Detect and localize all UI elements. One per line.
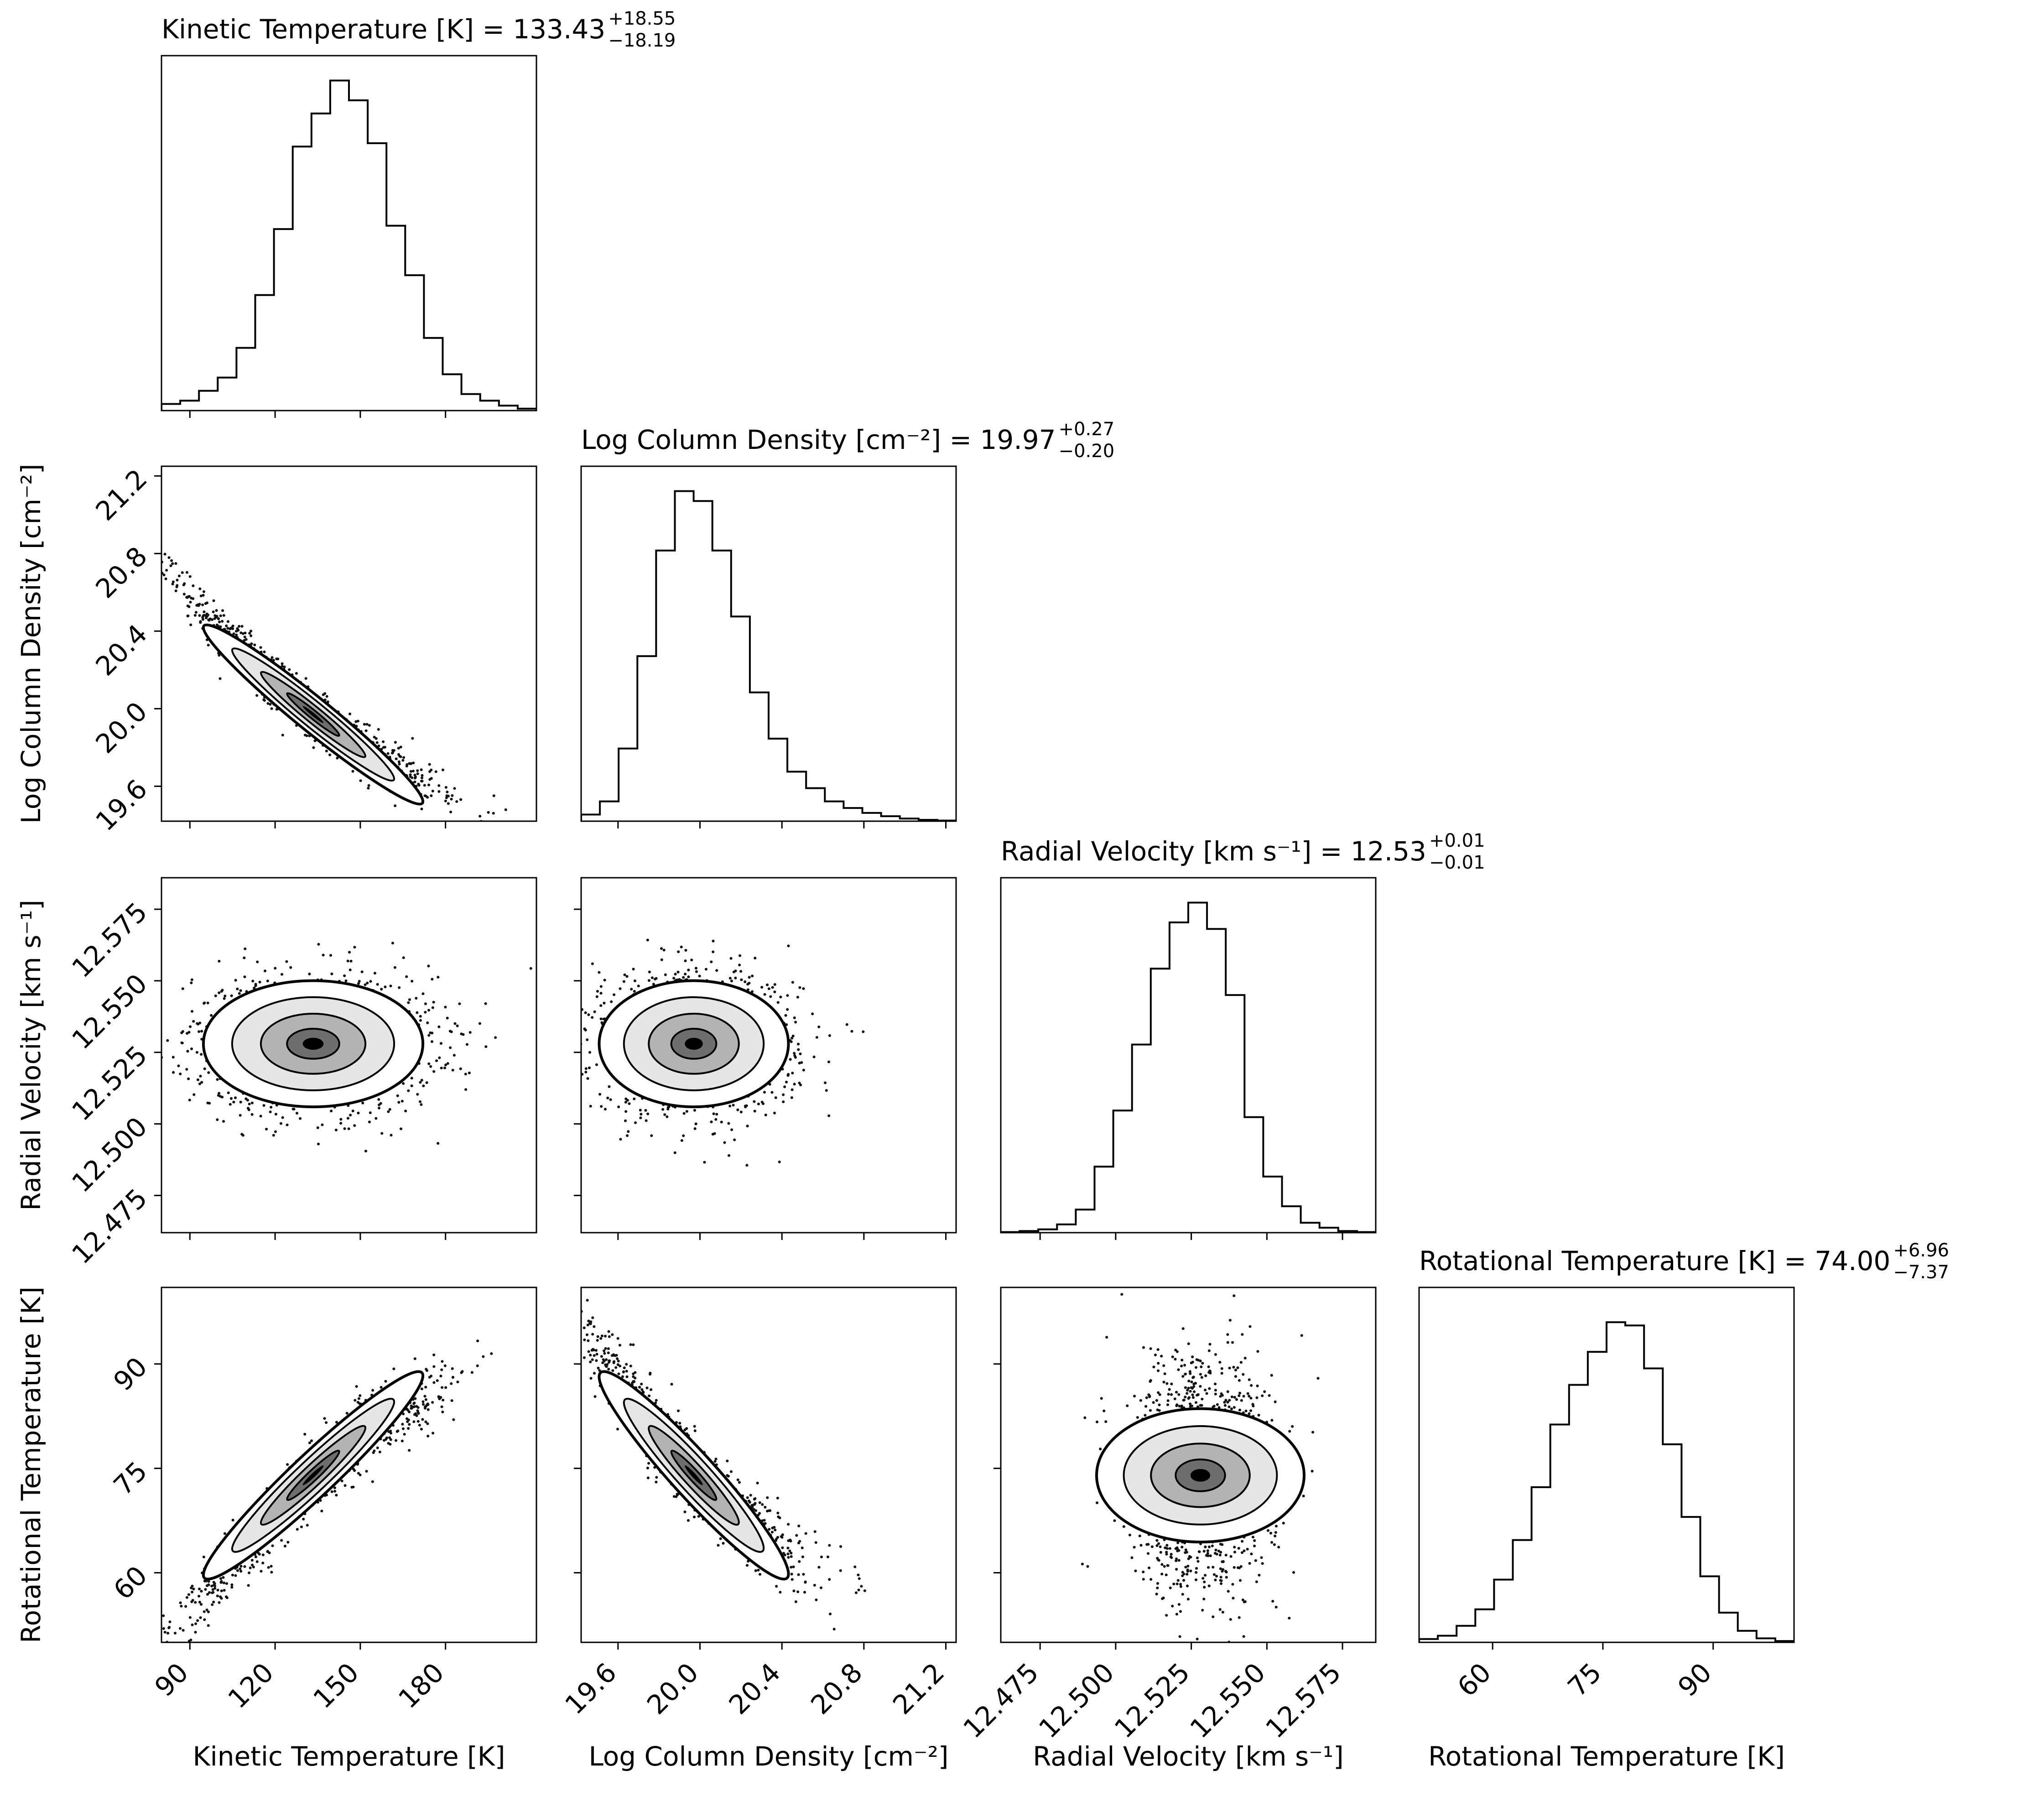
panel-content-0-0 (161, 79, 536, 411)
title-median: 133.43 (513, 14, 605, 45)
panel-content-1-0 (161, 548, 507, 821)
panel-content-2-2 (1001, 901, 1376, 1233)
panel-content-3-3 (1419, 1321, 1794, 1642)
title-minus: −0.01 (1429, 852, 1485, 873)
title-label: Log Column Density [cm⁻²] = (581, 424, 980, 455)
title-median: 74.00 (1815, 1245, 1890, 1276)
panel-frame (161, 1287, 537, 1643)
density-peak (685, 1037, 703, 1050)
title-minus: −0.20 (1059, 441, 1115, 462)
title-label: Radial Velocity [km s⁻¹] = (1001, 836, 1351, 867)
title-minus: −7.37 (1893, 1262, 1949, 1283)
histogram-1 (581, 490, 956, 821)
panel-0-0: Kinetic Temperature [K] = 133.43 +18.55−1… (161, 8, 676, 418)
panel-content-2-0 (161, 942, 532, 1153)
title-plus: +0.27 (1059, 419, 1115, 440)
x-axis-label-3: Rotational Temperature [K] (1428, 1741, 1785, 1772)
panel-title-2: Radial Velocity [km s⁻¹] = 12.53 (1001, 836, 1426, 867)
title-label: Rotational Temperature [K] = (1419, 1245, 1815, 1276)
density-peak (302, 1037, 324, 1050)
title-plus: +18.55 (608, 8, 676, 29)
panel-content-3-0 (161, 1339, 493, 1642)
y-axis-label-2: Radial Velocity [km s⁻¹] (16, 900, 47, 1210)
panel-title-3: Rotational Temperature [K] = 74.00 (1419, 1245, 1890, 1276)
panel-frame (1000, 1287, 1377, 1643)
panel-frame (580, 465, 957, 822)
panel-frame (1418, 1287, 1795, 1643)
histogram-2 (1001, 901, 1376, 1233)
density-peak (302, 1465, 324, 1485)
x-axis-label-1: Log Column Density [cm⁻²] (588, 1741, 948, 1772)
title-label: Kinetic Temperature [K] = (161, 14, 513, 45)
x-axis-label-0: Kinetic Temperature [K] (193, 1741, 505, 1772)
panel-title-0: Kinetic Temperature [K] = 133.43 (161, 14, 605, 45)
density-peak (1190, 1469, 1211, 1482)
panel-frame (1000, 877, 1377, 1234)
title-minus: −18.19 (608, 30, 676, 51)
histogram-3 (1419, 1321, 1794, 1642)
density-peak (302, 706, 324, 723)
title-plus: +6.96 (1893, 1240, 1949, 1261)
panel-2-1 (574, 877, 957, 1240)
panel-frame (580, 877, 957, 1234)
panel-content-1-1 (581, 490, 956, 821)
panel-frame (161, 465, 537, 822)
histogram-0 (161, 79, 536, 411)
panel-content-2-1 (581, 938, 865, 1167)
panel-frame (161, 877, 537, 1234)
panel-content-3-1 (581, 1299, 866, 1630)
x-axis-label-2: Radial Velocity [km s⁻¹] (1033, 1741, 1343, 1772)
y-axis-label-3: Rotational Temperature [K] (16, 1287, 47, 1643)
title-plus: +0.01 (1429, 830, 1485, 851)
density-peak (685, 1465, 703, 1485)
title-median: 12.53 (1351, 836, 1426, 867)
panel-content-3-2 (1081, 1293, 1320, 1642)
y-axis-label-1: Log Column Density [cm⁻²] (16, 464, 47, 823)
panel-frame (161, 55, 537, 411)
panel-2-2: Radial Velocity [km s⁻¹] = 12.53 +0.01−0.… (1000, 830, 1485, 1240)
panel-title-1: Log Column Density [cm⁻²] = 19.97 (581, 424, 1056, 455)
title-median: 19.97 (980, 424, 1056, 455)
panel-frame (580, 1287, 957, 1643)
panel-1-1: Log Column Density [cm⁻²] = 19.97 +0.27−0… (580, 419, 1115, 828)
